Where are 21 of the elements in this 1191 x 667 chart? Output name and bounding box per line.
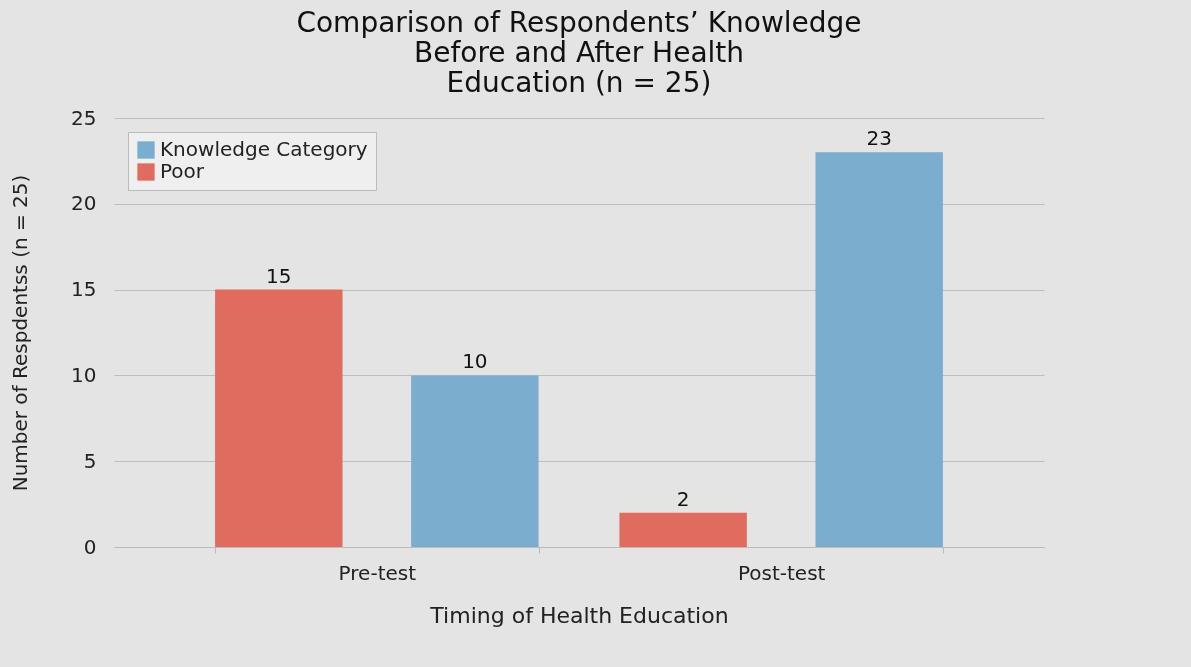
x-tick-label: Pre-test <box>338 560 417 585</box>
legend-label: Knowledge Category <box>160 137 368 161</box>
y-tick-label: 10 <box>71 362 97 387</box>
data-label: 15 <box>266 263 292 288</box>
y-tick-label: 5 <box>83 448 97 473</box>
y-tick-label: 20 <box>71 191 97 216</box>
bar <box>815 152 943 547</box>
bar <box>619 512 747 547</box>
x-tick-label: Post-test <box>737 560 826 585</box>
legend-label: Poor <box>160 159 205 183</box>
y-tick-label: 0 <box>83 534 97 559</box>
y-tick-label: 15 <box>71 277 97 302</box>
x-axis-title: Timing of Health Education <box>429 602 729 628</box>
data-label: 10 <box>462 349 488 374</box>
y-tick-label: 25 <box>71 105 97 130</box>
bar <box>215 289 343 547</box>
chart-title: Comparison of Respondents’ Knowledge Before and After Health Education (n = 25) <box>296 6 862 99</box>
data-label: 23 <box>866 126 892 151</box>
data-label: 2 <box>676 486 690 511</box>
bar <box>411 375 539 547</box>
y-axis-title: Number of Respdentss (n = 25) <box>8 174 33 492</box>
